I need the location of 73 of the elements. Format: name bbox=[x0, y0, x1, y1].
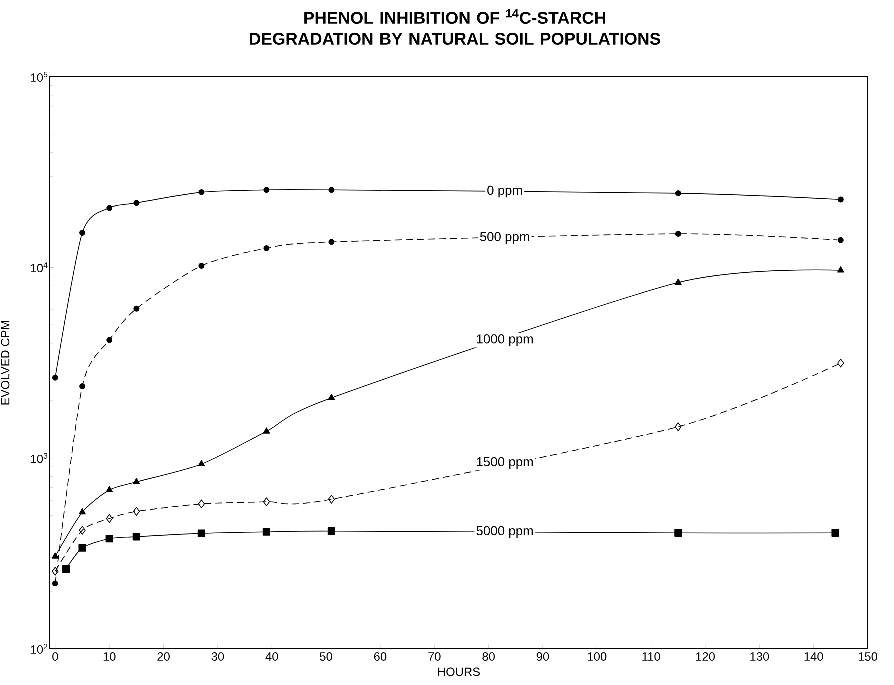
point bbox=[328, 239, 335, 246]
x-tick-label: 40 bbox=[266, 652, 278, 661]
x-tick-label: 30 bbox=[212, 652, 224, 661]
x-tick-label: 90 bbox=[536, 652, 550, 661]
point bbox=[838, 196, 844, 203]
x-tick-label: 0 bbox=[52, 652, 58, 661]
point bbox=[263, 428, 270, 434]
point bbox=[106, 535, 114, 543]
point bbox=[838, 358, 844, 368]
point bbox=[198, 460, 206, 467]
point bbox=[264, 187, 270, 194]
y-tick-label: 10$^{2}$ bbox=[31, 644, 48, 654]
point bbox=[675, 231, 682, 238]
x-tick-label: 20 bbox=[158, 652, 170, 661]
point bbox=[80, 384, 86, 390]
point bbox=[134, 200, 140, 206]
point bbox=[838, 237, 844, 244]
point bbox=[264, 246, 270, 252]
point bbox=[675, 422, 682, 432]
point bbox=[133, 478, 140, 484]
y-tick-label: 10$^{3}$ bbox=[31, 453, 48, 464]
point bbox=[675, 190, 682, 196]
x-axis-title: HOURS bbox=[438, 668, 480, 676]
series-label: 0 ppm bbox=[488, 186, 522, 198]
point bbox=[106, 205, 113, 212]
series-label: 1500 ppm bbox=[477, 457, 533, 470]
point bbox=[328, 394, 336, 400]
point bbox=[52, 580, 58, 587]
point bbox=[106, 337, 113, 344]
x-tick-label: 140 bbox=[804, 652, 824, 661]
point bbox=[674, 278, 682, 285]
point bbox=[328, 495, 336, 504]
point bbox=[837, 266, 844, 273]
point bbox=[134, 306, 140, 312]
point bbox=[79, 526, 86, 535]
x-tick-label: 80 bbox=[482, 652, 495, 661]
point bbox=[78, 544, 86, 552]
x-tick-label: 60 bbox=[374, 652, 387, 661]
series-label: 1000 ppm bbox=[477, 334, 533, 346]
point bbox=[262, 528, 270, 536]
x-tick-label: 50 bbox=[320, 652, 332, 661]
x-tick-label: 120 bbox=[696, 652, 715, 661]
y-tick-label: 10$^{4}$ bbox=[31, 262, 48, 273]
series-label: 500 ppm bbox=[480, 232, 530, 244]
point bbox=[832, 529, 840, 537]
x-tick-label: 150 bbox=[858, 652, 878, 661]
x-tick-label: 10 bbox=[104, 652, 116, 661]
point bbox=[198, 500, 206, 509]
point bbox=[52, 374, 58, 381]
point bbox=[198, 189, 205, 196]
point bbox=[674, 529, 682, 537]
point bbox=[52, 552, 59, 559]
x-tick-label: 100 bbox=[588, 652, 607, 661]
point bbox=[80, 230, 86, 236]
y-tick-label: 10$^{5}$ bbox=[31, 72, 48, 82]
point bbox=[132, 533, 140, 541]
point bbox=[52, 567, 59, 576]
x-tick-label: 110 bbox=[642, 652, 660, 661]
y-axis-title: EVOLVED CPM bbox=[1, 321, 10, 405]
x-tick-label: 130 bbox=[750, 652, 770, 661]
point bbox=[133, 507, 140, 516]
point bbox=[106, 486, 114, 492]
point bbox=[198, 530, 206, 538]
series-label: 5000 ppm bbox=[476, 526, 533, 538]
point bbox=[106, 514, 113, 524]
point bbox=[62, 565, 70, 574]
chart-title: PHENOL INHIBITION OF $^{14}$C-STARCH DEGRADATION BY NATURAL SOIL POPULATIONS bbox=[250, 10, 660, 46]
point bbox=[198, 263, 205, 269]
point bbox=[79, 508, 86, 515]
point bbox=[328, 528, 336, 536]
point bbox=[328, 187, 335, 194]
x-tick-label: 70 bbox=[428, 652, 441, 661]
point bbox=[263, 498, 270, 506]
